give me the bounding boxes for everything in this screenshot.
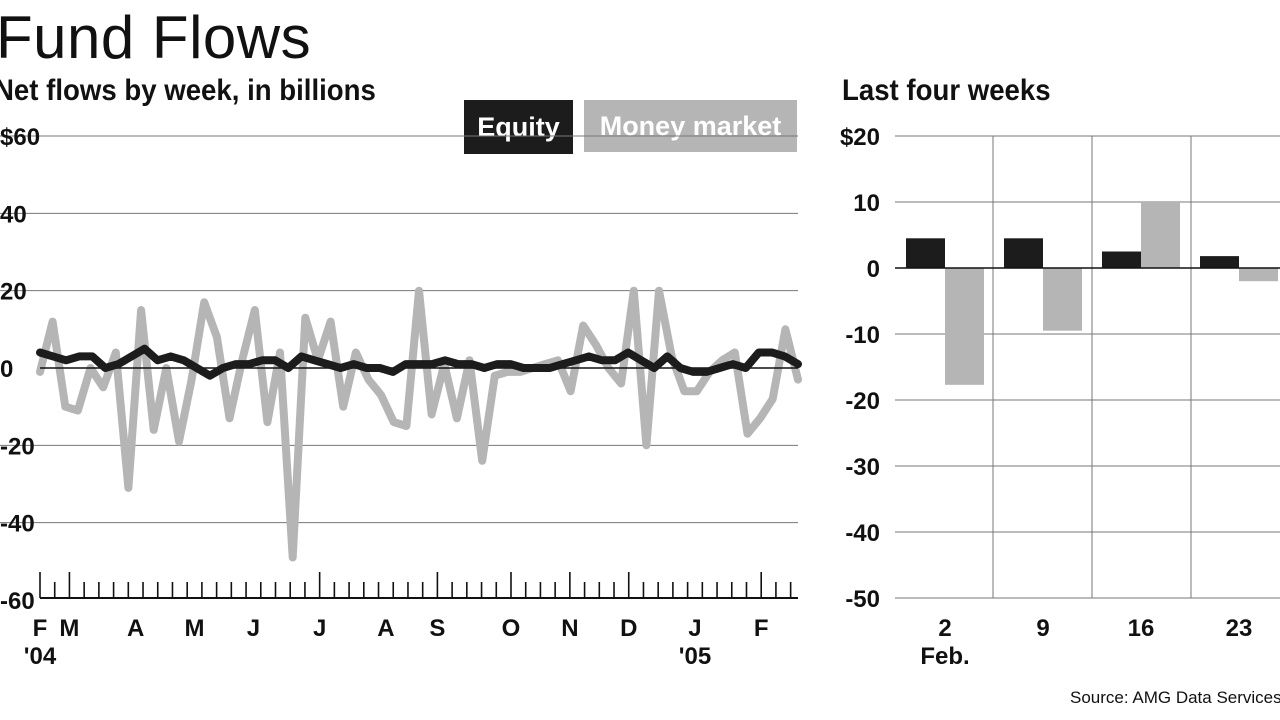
- x-tick-label: D: [620, 615, 637, 642]
- y-tick-label: -30: [845, 454, 880, 481]
- y-tick-label: -40: [845, 520, 880, 547]
- y-tick-label: -50: [845, 586, 880, 613]
- bar-money-market-week-23: [1239, 268, 1278, 282]
- y-tick-label: -20: [0, 433, 35, 460]
- x-tick-label: J: [247, 615, 260, 642]
- x-year-label: '04: [24, 643, 57, 670]
- x-tick-label: F: [754, 615, 769, 642]
- x-tick-label: A: [127, 615, 144, 642]
- y-tick-label: 10: [853, 190, 880, 217]
- bar-equity-week-9: [1004, 238, 1043, 268]
- y-tick-label: $20: [840, 124, 880, 151]
- series-line-money-market: [36, 286, 802, 562]
- x-tick-label: M: [185, 615, 205, 642]
- x-tick-label: M: [59, 615, 79, 642]
- bar-equity-week-16: [1102, 251, 1141, 268]
- y-tick-label: -60: [0, 588, 35, 615]
- y-tick-label: 0: [0, 356, 13, 383]
- bar-equity-week-2: [906, 238, 945, 268]
- y-tick-label: $60: [0, 124, 40, 151]
- bar-money-market-week-2: [945, 268, 984, 385]
- bar-money-market-week-16: [1141, 202, 1180, 268]
- bar-chart-title: Last four weeks: [842, 74, 1051, 107]
- x-tick-label: A: [377, 615, 394, 642]
- y-tick-label: -40: [0, 511, 35, 538]
- x-tick-label: 16: [1128, 615, 1155, 642]
- x-tick-label: J: [313, 615, 326, 642]
- source-note: Source: AMG Data Services: [1070, 688, 1280, 707]
- x-tick-label: J: [688, 615, 701, 642]
- bar-money-market-week-9: [1043, 268, 1082, 331]
- x-year-label: '05: [679, 643, 711, 670]
- y-tick-label: 0: [867, 256, 880, 283]
- x-tick-label: S: [429, 615, 445, 642]
- x-tick-label: N: [561, 615, 578, 642]
- y-tick-label: -10: [845, 322, 880, 349]
- x-tick-label: F: [33, 615, 48, 642]
- x-tick-label: 2: [938, 615, 951, 642]
- x-tick-label: O: [502, 615, 521, 642]
- chart-title: Fund Flows: [0, 4, 312, 71]
- legend-money-market: Money market: [584, 100, 797, 152]
- series-line-equity: [36, 344, 802, 380]
- bar-equity-week-23: [1200, 256, 1239, 268]
- x-sublabel: Feb.: [920, 643, 969, 670]
- x-tick-label: 9: [1036, 615, 1049, 642]
- y-tick-label: 20: [0, 279, 27, 306]
- chart-subtitle: Net flows by week, in billions: [0, 74, 376, 107]
- x-tick-label: 23: [1226, 615, 1253, 642]
- y-tick-label: -20: [845, 388, 880, 415]
- y-tick-label: 40: [0, 201, 27, 228]
